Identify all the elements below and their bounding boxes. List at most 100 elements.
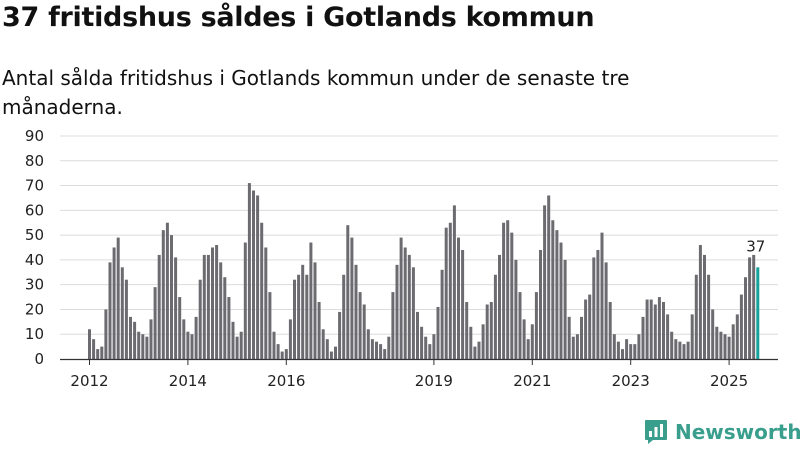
bar xyxy=(407,254,411,359)
bar xyxy=(108,262,112,359)
bar xyxy=(723,334,727,359)
bar xyxy=(506,220,510,359)
bar xyxy=(711,309,715,359)
bar xyxy=(276,344,280,359)
bar xyxy=(346,225,350,359)
bar xyxy=(366,329,370,359)
x-tick-label: 2019 xyxy=(415,372,453,390)
bar xyxy=(165,222,169,359)
bar xyxy=(247,183,251,359)
bar xyxy=(436,306,440,359)
bar xyxy=(543,205,547,359)
bar xyxy=(112,247,116,359)
bar xyxy=(321,329,325,359)
bar xyxy=(403,247,407,359)
bar xyxy=(612,334,616,359)
x-tick-label: 2016 xyxy=(267,372,305,390)
bar xyxy=(592,257,596,359)
bar xyxy=(350,237,354,359)
bar xyxy=(534,292,538,359)
y-tick-label: 20 xyxy=(25,300,44,318)
bar xyxy=(649,299,653,359)
bar xyxy=(600,232,604,359)
bar xyxy=(198,279,202,359)
bar xyxy=(116,237,120,359)
bar xyxy=(633,344,637,359)
bar xyxy=(395,264,399,359)
bar xyxy=(584,299,588,359)
bar xyxy=(211,247,214,359)
bar xyxy=(596,249,600,359)
bar xyxy=(522,319,526,359)
bar xyxy=(88,329,91,359)
bar xyxy=(334,346,337,359)
bar xyxy=(657,297,661,359)
bar xyxy=(727,336,731,359)
bar xyxy=(489,302,493,359)
bar xyxy=(137,331,141,359)
bar xyxy=(539,249,542,359)
bar xyxy=(457,237,460,359)
y-tick-label: 70 xyxy=(25,177,44,195)
y-axis-labels: 0 10 20 30 40 50 60 70 80 90 xyxy=(25,127,44,368)
bar xyxy=(157,254,161,359)
bar xyxy=(678,341,682,359)
bar xyxy=(641,316,645,359)
bar xyxy=(219,262,223,359)
bar xyxy=(215,245,219,359)
bar xyxy=(625,339,629,359)
bar xyxy=(637,334,641,359)
bar xyxy=(485,304,489,359)
bar xyxy=(551,220,555,359)
bars xyxy=(88,183,760,359)
bar xyxy=(424,336,428,359)
bar xyxy=(694,274,698,359)
bar xyxy=(686,341,690,359)
bar xyxy=(190,334,194,359)
bar xyxy=(444,227,448,359)
x-tick-label: 2025 xyxy=(710,372,748,390)
x-tick-label: 2021 xyxy=(513,372,551,390)
bar xyxy=(752,254,756,359)
bar xyxy=(194,316,198,359)
bar xyxy=(133,321,137,359)
bar xyxy=(145,336,149,359)
bar xyxy=(461,249,465,359)
bar xyxy=(260,222,264,359)
bar xyxy=(256,195,260,359)
bar xyxy=(739,294,743,359)
y-tick-label: 10 xyxy=(25,325,44,343)
bar xyxy=(305,274,309,359)
bar xyxy=(325,339,329,359)
bar xyxy=(100,346,104,359)
y-tick-label: 90 xyxy=(25,127,44,145)
bar xyxy=(473,346,477,359)
bar xyxy=(297,274,301,359)
bar xyxy=(379,344,383,359)
bar xyxy=(575,334,579,359)
bar xyxy=(440,269,444,359)
bar xyxy=(674,339,678,359)
bar xyxy=(420,326,424,359)
bar xyxy=(375,341,378,359)
bar xyxy=(735,314,739,359)
newsworthy-logo-icon xyxy=(645,420,667,444)
bar xyxy=(670,331,674,359)
bar xyxy=(547,195,551,359)
bar xyxy=(387,336,391,359)
bar xyxy=(264,247,268,359)
bar xyxy=(526,339,530,359)
bar xyxy=(616,341,620,359)
y-tick-label: 60 xyxy=(25,201,44,219)
bar xyxy=(161,230,165,359)
bar xyxy=(744,277,747,359)
bar xyxy=(383,349,387,359)
bar xyxy=(338,311,342,359)
bar xyxy=(645,299,649,359)
bar xyxy=(178,297,182,359)
bar xyxy=(498,254,501,359)
brand: Newsworthy xyxy=(644,419,800,445)
y-tick-label: 40 xyxy=(25,251,44,269)
bar xyxy=(104,309,108,359)
bar xyxy=(567,316,571,359)
